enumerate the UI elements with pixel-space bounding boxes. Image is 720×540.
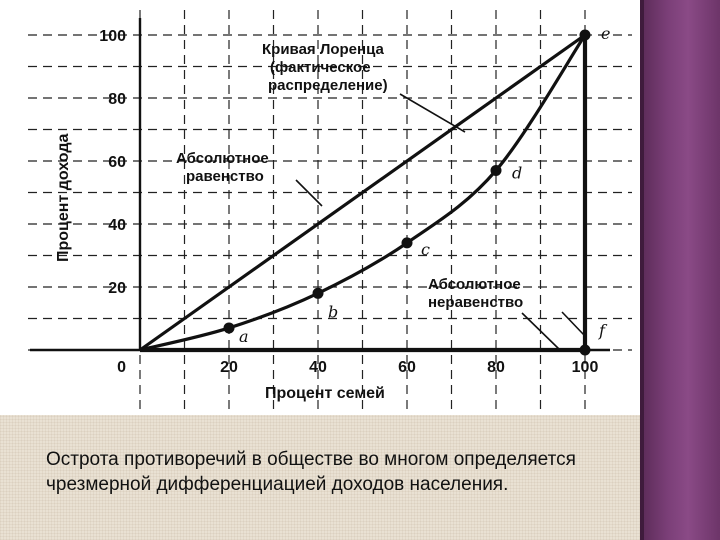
caption-text: Острота противоречий в обществе во много…	[46, 449, 576, 495]
y-tick-label: 40	[108, 217, 126, 234]
equality-annotation-line1: Абсолютное	[176, 150, 269, 167]
point-label-c: c	[421, 240, 430, 259]
x-tick-label: 60	[398, 359, 416, 376]
y-tick-label: 100	[99, 28, 126, 45]
lorenz-annotation-line1: Кривая Лоренца	[262, 41, 384, 58]
inequality-leader-line-2	[561, 311, 585, 336]
y-tick-label: 60	[108, 154, 126, 171]
chart-canvas: a b c d e f 20 40 60 80 100 20 40 60 80 100 0 Процент д…	[28, 10, 632, 412]
point-a	[223, 322, 235, 334]
inequality-annotation-line2: неравенство	[428, 294, 523, 311]
lorenz-annotation-line3: распределение)	[268, 77, 388, 94]
lorenz-annotation-line2: (фактическое	[270, 59, 371, 76]
y-tick-label: 20	[108, 280, 126, 297]
origin-label: 0	[117, 359, 126, 376]
point-f	[579, 344, 591, 356]
decorative-side-bar	[640, 0, 720, 540]
lorenz-chart: a b c d e f 20 40 60 80 100 20 40 60 80 100 0 Процент д…	[28, 10, 632, 412]
inequality-leader-line-1	[521, 312, 561, 351]
point-e	[579, 29, 591, 41]
side-bar-stripe	[640, 0, 644, 540]
point-d	[490, 164, 502, 176]
x-tick-label: 100	[572, 359, 599, 376]
y-axis-label: Процент дохода	[55, 134, 72, 262]
tick-labels: 20 40 60 80 100 20 40 60 80 100 0	[99, 28, 598, 376]
point-label-a: a	[239, 327, 249, 346]
y-tick-label: 80	[108, 91, 126, 108]
inequality-annotation-line1: Абсолютное	[428, 276, 521, 293]
equality-line	[139, 33, 586, 352]
x-tick-label: 80	[487, 359, 505, 376]
x-axis-label: Процент семей	[265, 385, 385, 402]
point-label-d: d	[512, 163, 522, 182]
lorenz-leader-line	[399, 93, 466, 133]
point-b	[312, 287, 324, 299]
equality-annotation-line2: равенство	[186, 168, 264, 185]
caption-box: Острота противоречий в обществе во много…	[0, 415, 640, 540]
data-points: a b c d e f	[223, 24, 610, 356]
point-label-b: b	[328, 302, 338, 321]
point-label-e: e	[601, 24, 610, 43]
x-tick-label: 40	[309, 359, 327, 376]
x-tick-label: 20	[220, 359, 238, 376]
point-c	[401, 237, 413, 249]
equality-leader-line	[295, 179, 323, 207]
point-label-f: f	[598, 321, 608, 340]
